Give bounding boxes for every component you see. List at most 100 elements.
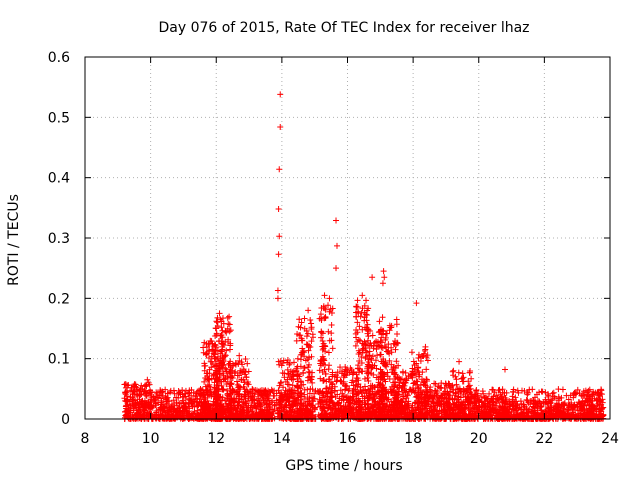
data-point — [135, 407, 142, 414]
y-tick-label: 0.4 — [48, 171, 70, 187]
data-point-outlier — [276, 233, 283, 240]
data-point — [354, 338, 361, 345]
data-point — [394, 331, 401, 338]
data-point — [535, 415, 542, 422]
data-point — [450, 401, 457, 408]
data-point — [365, 378, 372, 385]
data-point — [289, 369, 296, 376]
data-point — [586, 402, 593, 409]
data-point — [382, 406, 389, 413]
data-point — [227, 391, 234, 398]
data-point — [367, 340, 374, 347]
data-point — [204, 370, 211, 377]
data-point — [548, 407, 555, 414]
data-point — [181, 403, 188, 410]
data-point — [374, 352, 381, 359]
data-point — [405, 398, 412, 405]
data-point — [499, 386, 506, 393]
data-point — [248, 408, 255, 415]
data-point — [214, 314, 221, 321]
data-point — [373, 374, 380, 381]
data-point — [337, 364, 344, 371]
data-point — [489, 398, 496, 405]
data-point — [568, 401, 575, 408]
data-point — [232, 398, 239, 405]
data-point — [257, 387, 264, 394]
data-point — [307, 385, 314, 392]
y-axis-label: ROTI / TECUs — [6, 194, 22, 286]
data-point — [304, 330, 311, 337]
data-point — [569, 406, 576, 413]
data-point — [213, 381, 220, 388]
data-point — [355, 403, 362, 410]
data-point — [365, 356, 372, 363]
data-point — [338, 412, 345, 419]
data-point — [499, 403, 506, 410]
data-point-outlier — [274, 295, 281, 302]
data-point — [202, 383, 209, 390]
data-point — [326, 362, 333, 369]
data-point — [364, 374, 371, 381]
data-point — [549, 396, 556, 403]
data-point-outlier — [333, 265, 340, 272]
data-point — [339, 415, 346, 422]
data-point — [301, 364, 308, 371]
data-point — [247, 388, 254, 395]
data-point — [364, 367, 371, 374]
data-point — [303, 327, 310, 334]
data-point — [365, 370, 372, 377]
data-point — [145, 379, 152, 386]
data-point — [414, 414, 421, 421]
grid-lines — [85, 57, 610, 419]
data-point — [300, 369, 307, 376]
data-point — [213, 356, 220, 363]
data-point — [209, 346, 216, 353]
data-point — [222, 365, 229, 372]
data-point — [186, 396, 193, 403]
data-point — [193, 399, 200, 406]
data-point — [223, 347, 230, 354]
data-point — [455, 369, 462, 376]
data-point — [228, 374, 235, 381]
data-point — [358, 368, 365, 375]
data-point — [599, 399, 606, 406]
data-point-outlier — [369, 274, 376, 281]
data-point — [227, 407, 234, 414]
data-point — [228, 396, 235, 403]
data-point — [301, 315, 308, 322]
data-point — [166, 411, 173, 418]
data-point — [400, 380, 407, 387]
data-point — [355, 308, 362, 315]
data-point-outlier — [456, 358, 463, 365]
data-point — [382, 336, 389, 343]
data-point — [333, 372, 340, 379]
data-point — [545, 405, 552, 412]
data-point — [441, 384, 448, 391]
data-point — [303, 341, 310, 348]
data-point — [167, 389, 174, 396]
data-point — [434, 402, 441, 409]
data-point — [520, 410, 527, 417]
data-point — [597, 405, 604, 412]
y-tick-label: 0.3 — [48, 231, 70, 247]
data-point — [249, 397, 256, 404]
data-point — [294, 378, 301, 385]
data-point — [317, 398, 324, 405]
data-point — [328, 322, 335, 329]
data-point — [381, 394, 388, 401]
data-point — [133, 384, 140, 391]
data-point — [301, 386, 308, 393]
data-point — [378, 326, 385, 333]
data-point — [329, 369, 336, 376]
data-point — [219, 341, 226, 348]
data-point — [388, 383, 395, 390]
data-point — [408, 404, 415, 411]
data-point — [227, 358, 234, 365]
data-point — [213, 390, 220, 397]
data-point — [227, 340, 234, 347]
data-point — [329, 406, 336, 413]
data-point — [197, 385, 204, 392]
data-point — [392, 395, 399, 402]
data-point — [217, 332, 224, 339]
data-point — [488, 395, 495, 402]
